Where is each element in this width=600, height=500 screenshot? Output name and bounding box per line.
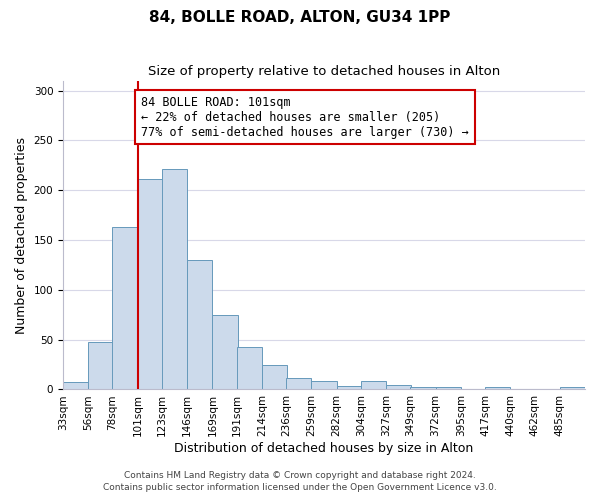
Bar bbox=[112, 227, 138, 390]
Text: 84 BOLLE ROAD: 101sqm
← 22% of detached houses are smaller (205)
77% of semi-det: 84 BOLLE ROAD: 101sqm ← 22% of detached … bbox=[141, 96, 469, 138]
Bar bbox=[63, 382, 88, 390]
Bar bbox=[212, 314, 238, 390]
Text: Contains HM Land Registry data © Crown copyright and database right 2024.
Contai: Contains HM Land Registry data © Crown c… bbox=[103, 471, 497, 492]
Bar bbox=[337, 386, 362, 390]
Bar bbox=[386, 386, 412, 390]
Bar bbox=[187, 260, 212, 390]
Bar bbox=[88, 342, 113, 390]
Bar bbox=[485, 388, 510, 390]
Bar bbox=[361, 382, 386, 390]
Bar bbox=[236, 346, 262, 390]
Bar bbox=[410, 388, 436, 390]
Bar bbox=[286, 378, 311, 390]
Text: 84, BOLLE ROAD, ALTON, GU34 1PP: 84, BOLLE ROAD, ALTON, GU34 1PP bbox=[149, 10, 451, 25]
Bar bbox=[262, 364, 287, 390]
X-axis label: Distribution of detached houses by size in Alton: Distribution of detached houses by size … bbox=[175, 442, 473, 455]
Bar bbox=[162, 169, 187, 390]
Title: Size of property relative to detached houses in Alton: Size of property relative to detached ho… bbox=[148, 65, 500, 78]
Bar bbox=[436, 388, 461, 390]
Bar bbox=[311, 382, 337, 390]
Bar bbox=[560, 388, 585, 390]
Bar bbox=[138, 179, 163, 390]
Y-axis label: Number of detached properties: Number of detached properties bbox=[15, 136, 28, 334]
